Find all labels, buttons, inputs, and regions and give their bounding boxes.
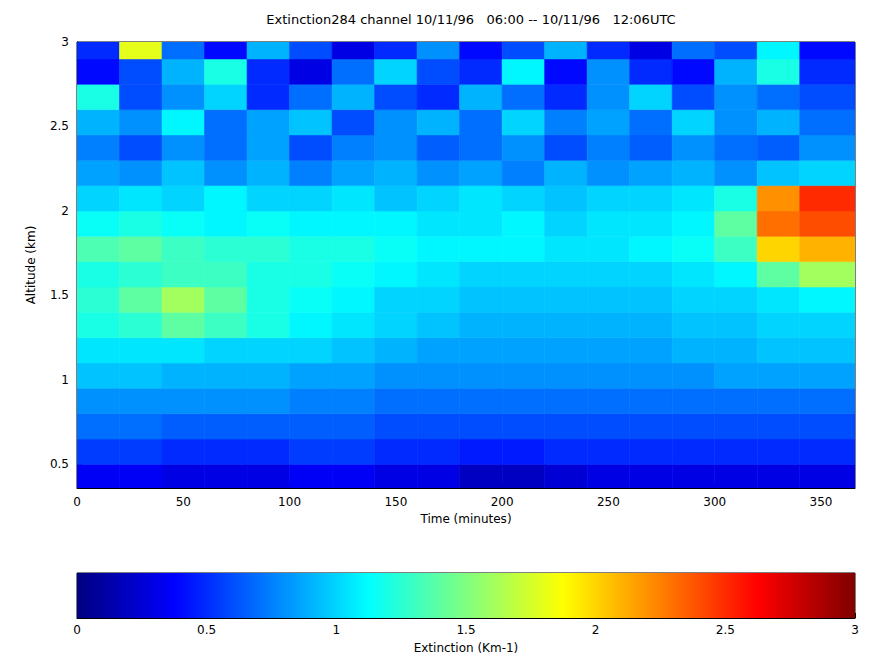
svg-text:250: 250 <box>597 495 620 509</box>
svg-text:Extinction284 channel 10/11/96: Extinction284 channel 10/11/96 06:00 -- … <box>266 12 675 27</box>
svg-text:200: 200 <box>491 495 514 509</box>
svg-text:0: 0 <box>73 623 81 637</box>
svg-text:0: 0 <box>73 495 81 509</box>
svg-text:0.5: 0.5 <box>197 623 216 637</box>
svg-text:150: 150 <box>384 495 407 509</box>
svg-text:Altitude (km): Altitude (km) <box>24 226 38 305</box>
svg-text:350: 350 <box>810 495 833 509</box>
svg-text:1: 1 <box>61 373 69 387</box>
svg-text:3: 3 <box>851 623 859 637</box>
svg-text:0.5: 0.5 <box>50 457 69 471</box>
svg-text:Extinction (Km-1): Extinction (Km-1) <box>414 641 519 655</box>
svg-text:1: 1 <box>333 623 341 637</box>
svg-text:3: 3 <box>61 35 69 49</box>
svg-text:50: 50 <box>176 495 191 509</box>
svg-text:2.5: 2.5 <box>716 623 735 637</box>
svg-text:1.5: 1.5 <box>50 288 69 302</box>
svg-text:300: 300 <box>703 495 726 509</box>
svg-text:2.5: 2.5 <box>50 119 69 133</box>
svg-text:2: 2 <box>61 204 69 218</box>
svg-text:Time (minutes): Time (minutes) <box>419 512 511 526</box>
svg-text:100: 100 <box>278 495 301 509</box>
svg-text:1.5: 1.5 <box>456 623 475 637</box>
svg-text:2: 2 <box>592 623 600 637</box>
